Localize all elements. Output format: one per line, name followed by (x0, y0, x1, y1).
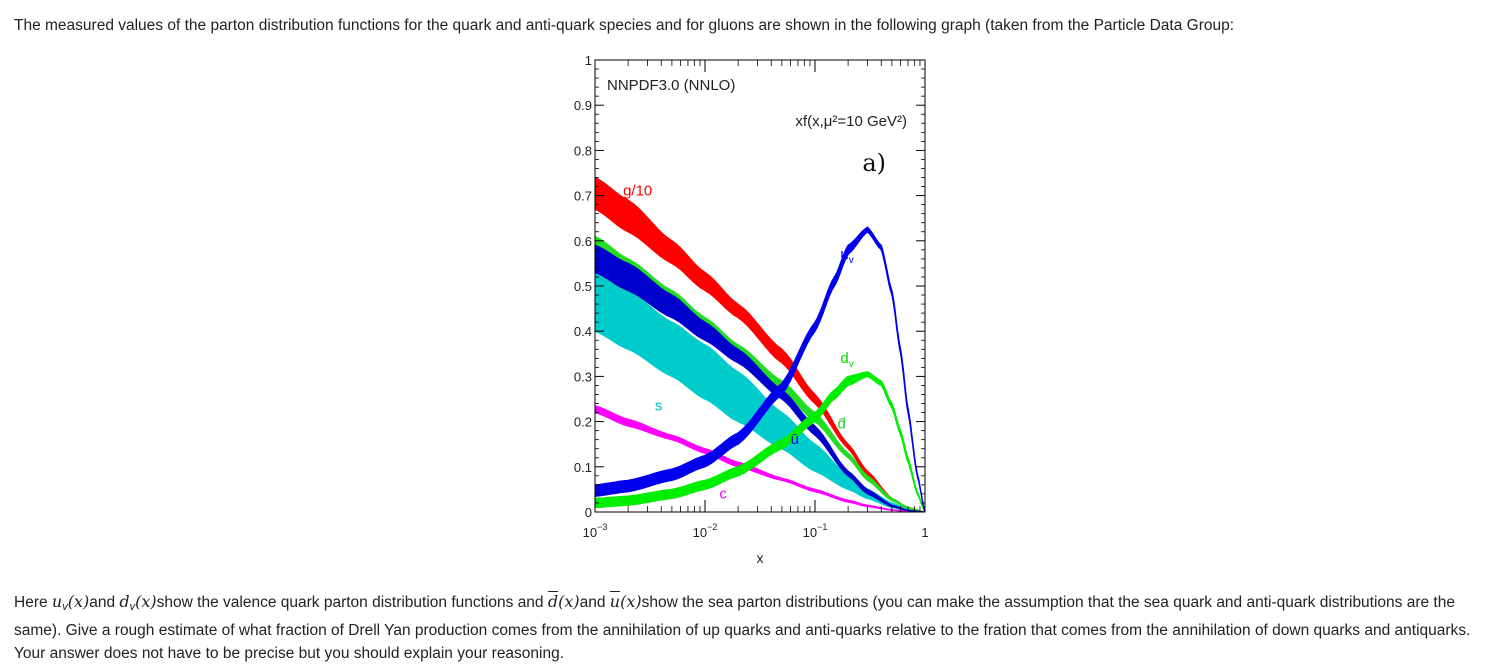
q-part-2: and (89, 594, 120, 611)
x-arg-1: (x) (67, 592, 90, 611)
q-part-4: and (579, 594, 610, 611)
y-tick-label: 0.6 (574, 234, 592, 249)
y-tick-label: 0 (585, 505, 592, 520)
ubar-symbol: u (609, 592, 621, 611)
x-tick-label: 10−2 (693, 522, 718, 540)
x-arg-4: (x) (620, 592, 642, 611)
d-symbol: d (119, 592, 130, 611)
y-tick-label: 0.5 (574, 279, 592, 294)
pdf-chart: 0 0.1 0.2 0.3 0.4 0.5 0.6 0.7 0.8 0.9 1 10−3 10−2 10−… (574, 54, 929, 566)
y-tick-label: 0.8 (574, 143, 592, 158)
question-text: Here uv(x)and dv(x)show the valence quar… (14, 590, 1494, 665)
q-part-1: Here (14, 594, 52, 611)
dbar-symbol: d (547, 592, 559, 611)
x-tick-label: 1 (921, 525, 928, 540)
x-arg-3: (x) (558, 592, 580, 611)
series-label-d-v: dv (840, 350, 853, 370)
y-tick-label: 0.2 (574, 415, 592, 430)
chart-subtitle: xf(x,μ²=10 GeV²) (795, 113, 907, 130)
series-label-s: s (655, 397, 663, 414)
panel-label: a) (862, 149, 886, 177)
series-label-u-v: uv (840, 246, 853, 266)
x-arg-2: (x) (135, 592, 157, 611)
chart-title: NNPDF3.0 (NNLO) (607, 77, 735, 94)
y-tick-label: 0.3 (574, 369, 592, 384)
x-axis-label: x (757, 550, 764, 566)
v-subscript-2: v (129, 601, 136, 613)
x-tick-label: 10−3 (583, 522, 608, 540)
y-tick-label: 0.7 (574, 189, 592, 204)
y-tick-label: 1 (585, 54, 592, 68)
series-label-g-10: g/10 (623, 183, 652, 200)
series-label-c: c (719, 485, 727, 502)
y-tick-label: 0.1 (574, 460, 592, 475)
pdf-figure: 0 0.1 0.2 0.3 0.4 0.5 0.6 0.7 0.8 0.9 1 10−3 10−2 10−… (560, 54, 940, 574)
series-labels: g/10 uv dv d̄ ū s c (623, 183, 854, 503)
pdf-bands (595, 176, 925, 512)
q-part-5: show the sea parton distributions (you c… (14, 594, 1471, 662)
y-tick-label: 0.9 (574, 98, 592, 113)
u-symbol: u (51, 592, 63, 611)
y-tick-label: 0.4 (574, 324, 592, 339)
q-part-3: show the valence quark parton distributi… (156, 594, 548, 611)
x-tick-label: 10−1 (803, 522, 828, 540)
intro-text: The measured values of the parton distri… (14, 17, 1235, 34)
axis-ticks: 0 0.1 0.2 0.3 0.4 0.5 0.6 0.7 0.8 0.9 1 10−3 10−2 10−… (574, 54, 929, 540)
series-label-ubar: ū (791, 431, 799, 448)
v-subscript-1: v (62, 601, 68, 613)
series-label-dbar: d̄ (837, 415, 845, 432)
